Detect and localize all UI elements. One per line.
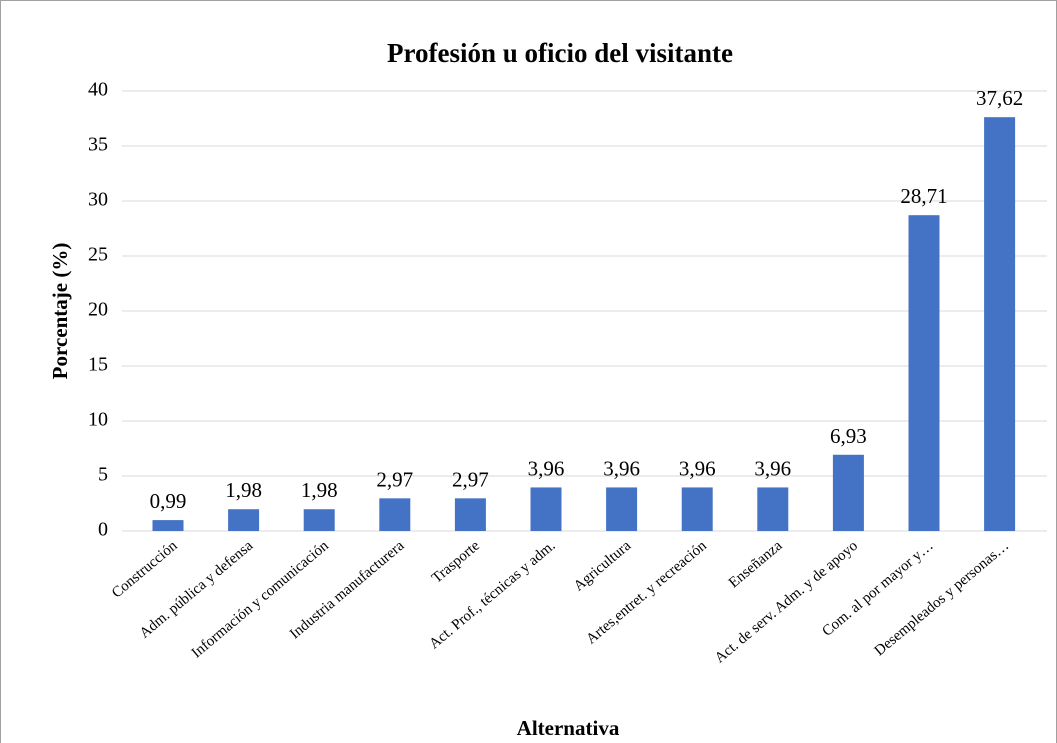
bar [984,117,1016,532]
data-label: 3,96 [754,456,791,480]
data-label: 37,62 [976,86,1023,110]
y-tick-label: 40 [88,79,108,101]
chart-title: Profesión u oficio del visitante [387,38,733,68]
bar [228,509,260,531]
data-label: 3,96 [679,456,716,480]
y-axis-label: Porcentaje (%) [48,243,72,380]
y-tick-label: 10 [88,409,108,431]
bar [152,520,184,531]
bar [681,487,713,531]
y-tick-label: 25 [88,244,108,266]
data-label: 28,71 [900,184,947,208]
data-label: 1,98 [225,478,262,502]
y-tick-label: 5 [98,464,108,486]
x-axis-label: Alternativa [517,716,620,740]
bar [379,498,411,531]
y-tick-label: 20 [88,299,108,321]
data-label: 0,99 [150,489,187,513]
data-label: 2,97 [452,467,489,491]
bar [454,498,486,531]
bar [303,509,335,531]
y-tick-label: 35 [88,134,108,156]
bar [832,454,864,531]
y-tick-label: 0 [98,519,108,541]
y-tick-label: 15 [88,354,108,376]
bar [908,215,940,531]
data-label: 3,96 [528,456,565,480]
data-label: 2,97 [376,467,413,491]
data-label: 1,98 [301,478,338,502]
data-label: 6,93 [830,424,867,448]
y-tick-label: 30 [88,189,108,211]
bar [757,487,789,531]
bar [530,487,562,531]
data-label: 3,96 [603,456,640,480]
bar [606,487,638,531]
